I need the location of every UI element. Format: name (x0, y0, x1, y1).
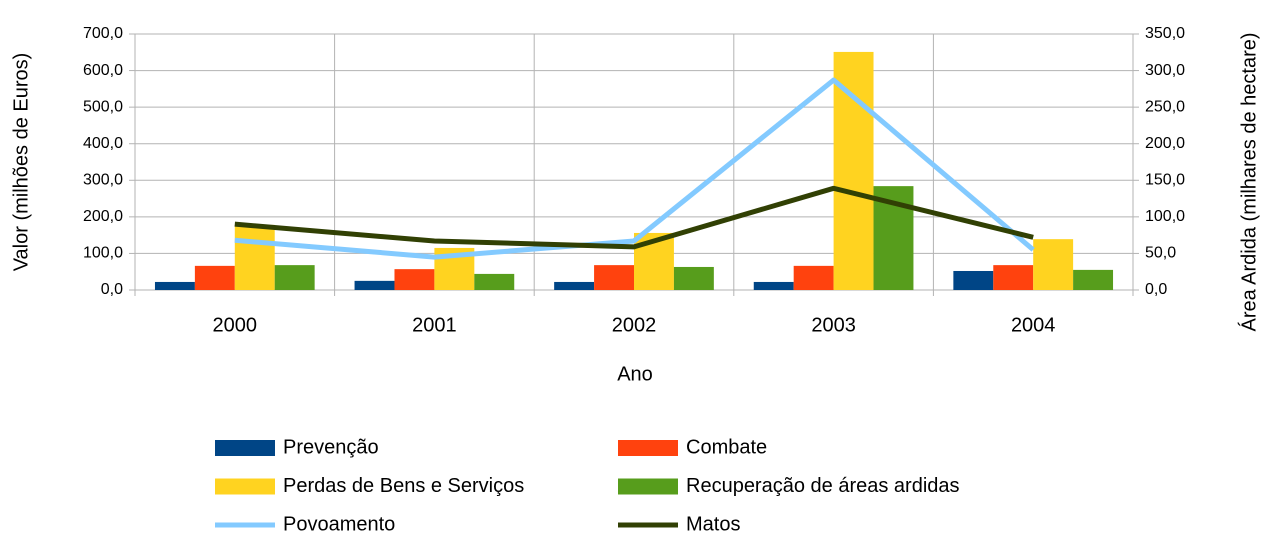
bar (833, 51, 874, 290)
y-tick-label: 200,0 (83, 208, 123, 225)
bar (354, 280, 395, 290)
bar (274, 265, 315, 290)
legend-swatch (618, 478, 678, 495)
bar (793, 265, 834, 290)
bar (554, 281, 595, 290)
y-tick-label: 700,0 (83, 25, 123, 42)
legend-label: Combate (686, 436, 767, 458)
y2-tick-label: 200,0 (1145, 135, 1185, 152)
y2-tick-label: 300,0 (1145, 62, 1185, 79)
x-tick-label: 2004 (1011, 314, 1056, 336)
y2-tick-label: 350,0 (1145, 25, 1185, 42)
y-tick-label: 0,0 (101, 281, 123, 298)
x-tick-label: 2000 (213, 314, 258, 336)
bar (154, 281, 195, 290)
bar (394, 269, 435, 290)
legend-label: Prevenção (283, 436, 379, 458)
x-tick-label: 2002 (612, 314, 657, 336)
bar (673, 266, 714, 290)
legend-swatch (215, 440, 275, 456)
bar (194, 265, 235, 290)
y2-axis-label: Área Ardida (milhares de hectare) (1237, 32, 1260, 331)
bar (594, 265, 634, 290)
bar (1073, 269, 1114, 290)
y-axis-label: Valor (milhões de Euros) (10, 53, 32, 272)
y-tick-label: 500,0 (83, 98, 123, 115)
bar (1033, 239, 1074, 290)
bar (474, 273, 515, 290)
y2-tick-label: 250,0 (1145, 98, 1185, 115)
line (234, 185, 1034, 250)
y2-tick-label: 150,0 (1145, 172, 1185, 189)
y2-tick-label: 50,0 (1145, 245, 1176, 262)
legend-swatch (618, 440, 678, 456)
bar (953, 270, 994, 290)
y-tick-label: 100,0 (83, 245, 123, 262)
bar (234, 224, 275, 290)
legend-label: Recuperação de áreas ardidas (686, 475, 960, 497)
x-axis-label: Ano (617, 363, 653, 385)
y-tick-label: 300,0 (83, 172, 123, 189)
y2-tick-label: 0,0 (1145, 281, 1167, 298)
line (234, 77, 1035, 260)
y2-tick-label: 100,0 (1145, 208, 1185, 225)
bar (993, 265, 1034, 290)
legend-swatch (215, 478, 275, 495)
y-tick-label: 400,0 (83, 135, 123, 152)
bar (753, 281, 794, 290)
x-tick-label: 2001 (412, 314, 457, 336)
x-tick-label: 2003 (811, 314, 856, 336)
legend-label: Povoamento (283, 513, 395, 535)
legend-label: Perdas de Bens e Serviços (283, 475, 524, 497)
y-tick-label: 600,0 (83, 62, 123, 79)
legend-label: Matos (686, 513, 740, 535)
